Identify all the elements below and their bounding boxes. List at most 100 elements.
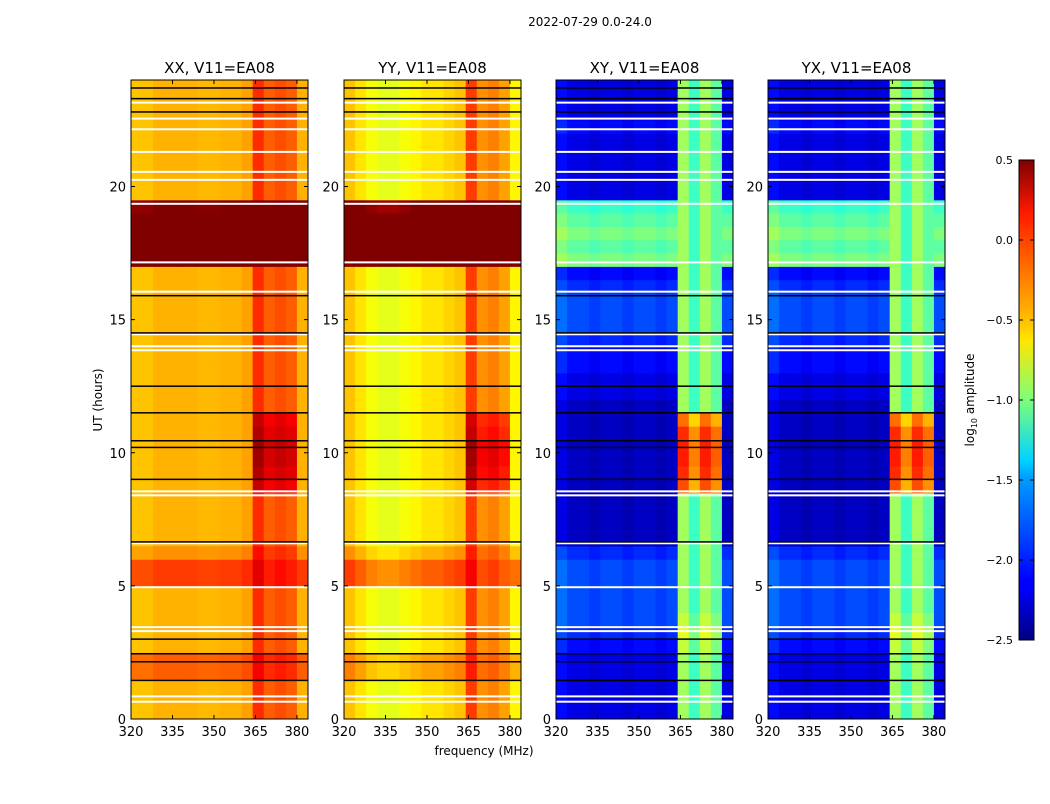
heatmap-cell — [779, 399, 791, 414]
heatmap-cell — [812, 506, 824, 520]
heatmap-cell — [834, 399, 846, 414]
heatmap-cell — [410, 572, 422, 587]
heatmap-cell — [366, 439, 378, 454]
heatmap-cell — [208, 532, 220, 547]
heatmap-cell — [933, 652, 946, 667]
heatmap-cell — [454, 319, 467, 334]
heatmap-cell — [164, 346, 176, 361]
heatmap-cell — [355, 186, 367, 201]
heatmap-cell — [509, 705, 522, 720]
heatmap-cell — [274, 665, 287, 680]
flagged-row — [768, 150, 945, 153]
heatmap-cell — [230, 506, 243, 520]
heatmap-cell — [219, 106, 232, 121]
heatmap-cell — [655, 266, 668, 281]
heatmap-cell — [911, 452, 924, 467]
heatmap-cell — [344, 199, 356, 214]
heatmap-cell — [688, 253, 701, 267]
heatmap-cell — [633, 199, 645, 214]
heatmap-cell — [812, 532, 824, 547]
heatmap-cell — [432, 466, 445, 480]
heatmap-cell — [699, 519, 712, 534]
heatmap-cell — [344, 439, 356, 454]
heatmap-cell — [589, 119, 601, 134]
heatmap-cell — [878, 612, 891, 627]
heatmap-cell — [644, 359, 657, 374]
heatmap-cell — [578, 665, 590, 680]
heatmap-cell — [600, 625, 612, 640]
heatmap-cell — [164, 386, 176, 400]
heatmap-cell — [600, 80, 612, 94]
heatmap-cell — [611, 545, 623, 560]
flagged-row — [344, 586, 521, 589]
heatmap-cell — [197, 146, 209, 161]
heatmap-cell — [611, 452, 623, 467]
heatmap-cell — [432, 452, 445, 467]
heatmap-cell — [933, 599, 946, 613]
heatmap-cell — [834, 412, 846, 427]
heatmap-cell — [487, 545, 500, 560]
heatmap-cell — [556, 279, 568, 294]
heatmap-cell — [688, 466, 701, 480]
heatmap-cell — [578, 133, 590, 148]
heatmap-cell — [666, 106, 679, 121]
heatmap-cell — [801, 80, 813, 94]
heatmap-cell — [454, 466, 467, 480]
flagged-row-black — [768, 87, 945, 89]
heatmap-cell — [142, 519, 154, 534]
y-tick-label: 15 — [322, 314, 339, 329]
heatmap-cell — [241, 692, 254, 707]
heatmap-cell — [768, 199, 780, 214]
heatmap-cell — [241, 386, 254, 400]
heatmap-cell — [556, 492, 568, 507]
heatmap-cell — [633, 386, 645, 400]
flagged-row-black — [556, 111, 733, 113]
heatmap-cell — [721, 692, 734, 707]
heatmap-cell — [578, 266, 590, 281]
heatmap-cell — [823, 612, 835, 627]
heatmap-cell — [589, 159, 601, 174]
colorbar-tick-label: −1.5 — [986, 474, 1013, 487]
heatmap-cell — [142, 146, 154, 161]
heatmap-cell — [790, 119, 802, 134]
heatmap-cell — [567, 652, 579, 667]
heatmap-cell — [878, 332, 891, 347]
heatmap-cell — [567, 266, 579, 281]
flagged-row — [131, 349, 308, 352]
heatmap-cell — [131, 213, 143, 227]
heatmap-cell — [252, 559, 265, 574]
heatmap-cell — [366, 506, 378, 520]
heatmap-cell — [834, 266, 846, 281]
heatmap-cell — [834, 479, 846, 494]
heatmap-cell — [432, 319, 445, 334]
heatmap-cell — [867, 319, 880, 334]
heatmap-cell — [344, 559, 356, 574]
flagged-row — [131, 290, 308, 293]
heatmap-cell — [878, 665, 891, 680]
heatmap-cell — [164, 133, 176, 148]
heatmap-cell — [164, 452, 176, 467]
heatmap-cell — [274, 80, 287, 94]
heatmap-cell — [377, 332, 389, 347]
heatmap-cell — [688, 439, 701, 454]
heatmap-cell — [131, 239, 143, 254]
heatmap-cell — [823, 293, 835, 307]
heatmap-cell — [589, 146, 601, 161]
heatmap-cell — [622, 133, 634, 148]
heatmap-cell — [878, 80, 891, 94]
heatmap-cell — [175, 239, 187, 254]
heatmap-cell — [710, 133, 723, 148]
heatmap-cell — [611, 426, 623, 440]
heatmap-cell — [900, 266, 913, 281]
heatmap-cell — [263, 80, 276, 94]
heatmap-cell — [208, 399, 220, 414]
heatmap-cell — [655, 426, 668, 440]
heatmap-cell — [834, 106, 846, 121]
heatmap-cell — [399, 253, 411, 267]
heatmap-cell — [219, 479, 232, 494]
y-tick-label: 5 — [118, 580, 126, 595]
heatmap-cell — [443, 133, 456, 148]
heatmap-cell — [241, 226, 254, 241]
heatmap-cell — [801, 119, 813, 134]
heatmap-cell — [801, 452, 813, 467]
